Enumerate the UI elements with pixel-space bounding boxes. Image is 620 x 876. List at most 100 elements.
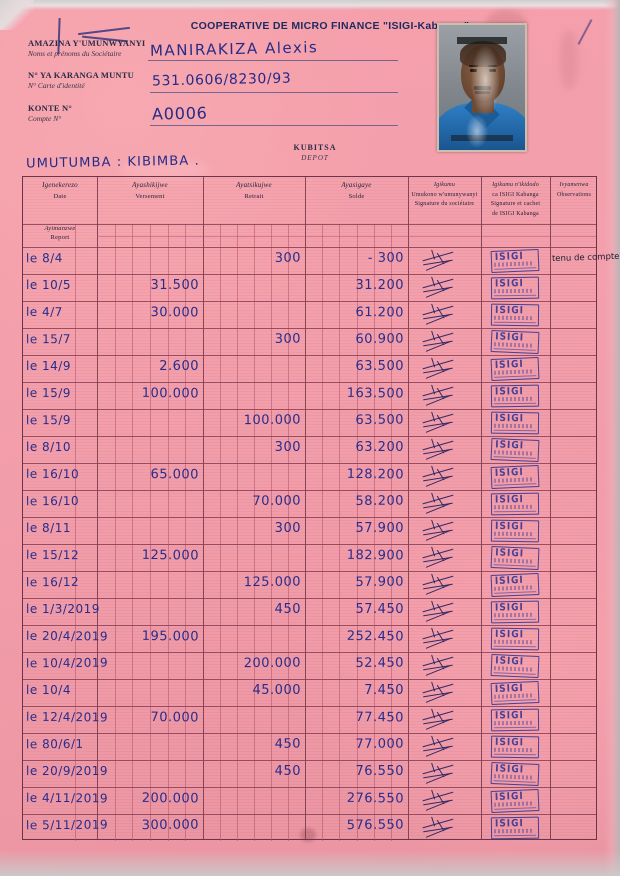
row-separator [23, 625, 596, 626]
field-identity-rule [150, 92, 398, 93]
member-signature [422, 789, 456, 812]
isigi-stamp: ISIGI [490, 654, 540, 679]
cell-0: le 80/6/1 [25, 736, 84, 751]
scan-edge-top [0, 0, 620, 10]
money-grid-line [237, 224, 238, 841]
cell-1: 2.600 [159, 358, 199, 374]
cell-0: le 15/12 [25, 547, 80, 562]
cell-0: le 5/11/2019 [25, 817, 109, 832]
member-signature [422, 303, 456, 326]
member-signature [422, 249, 456, 272]
carry-separator [23, 247, 596, 248]
cell-3: 77.000 [355, 736, 405, 752]
cell-3: 63.500 [355, 412, 405, 428]
cell-2: 100.000 [243, 412, 302, 428]
cell-1: 65.000 [150, 466, 200, 482]
column-separator [305, 177, 307, 839]
cell-3: 31.200 [355, 277, 404, 293]
row-separator [23, 328, 596, 329]
isigi-stamp: ISIGI [490, 411, 540, 435]
money-grid-line [390, 224, 392, 841]
cell-3: 63.200 [355, 439, 404, 455]
isigi-stamp: ISIGI [490, 492, 540, 516]
row-separator [23, 490, 596, 491]
cell-3: 61.200 [355, 304, 405, 320]
column-header-kirundi: Ayatsikujwe [236, 181, 272, 189]
cell-0: le 20/4/2019 [25, 628, 109, 643]
member-signature [422, 411, 456, 434]
pen-stroke [577, 19, 593, 45]
cell-2: 300 [274, 520, 301, 536]
cell-0: le 8/10 [26, 439, 71, 454]
member-signature [422, 276, 456, 299]
cell-2: 300 [274, 331, 302, 347]
cell-1: 195.000 [141, 628, 200, 644]
isigi-stamp: ISIGI [490, 384, 540, 408]
column-header-7: Ivyamenwa Observations [550, 181, 598, 199]
document-title: COOPERATIVE DE MICRO FINANCE "ISIGI-Kaba… [190, 20, 470, 32]
isigi-stamp: ISIGI [490, 438, 540, 463]
cell-0: le 10/4/2019 [25, 655, 109, 670]
row-separator [23, 517, 596, 518]
branch-line-value: UMUTUMBA : KIBIMBA . [25, 153, 200, 172]
column-header-1: Igenekerezo Date [23, 181, 97, 200]
column-header-kirundi: Ayasigaye [341, 181, 372, 189]
isigi-stamp: ISIGI [490, 573, 540, 598]
cell-0: le 14/9 [26, 358, 71, 373]
isigi-stamp: ISIGI [490, 249, 540, 274]
money-grid-line [288, 224, 289, 841]
cell-1: 70.000 [150, 709, 200, 725]
cell-0: le 20/9/2019 [26, 763, 109, 778]
row-separator [23, 409, 596, 410]
row-separator [23, 436, 596, 437]
cell-3: 163.500 [346, 385, 405, 401]
field-name-rule [148, 60, 398, 61]
column-header-kirundi: Igenekerezo [42, 181, 78, 189]
field-account-rule [150, 125, 398, 126]
column-header-french: Solde [348, 193, 365, 200]
cell-0: le 4/11/2019 [25, 790, 109, 805]
money-grid-line [75, 224, 76, 841]
cell-2: 300 [274, 439, 301, 455]
carry-label-french: Report [50, 234, 70, 241]
cell-3: 7.450 [364, 682, 404, 698]
member-signature [422, 708, 456, 731]
cell-0: le 10/4 [26, 682, 71, 697]
money-grid-line [254, 224, 255, 841]
member-signature [422, 546, 456, 569]
field-identity-label-kirundi: N° YA KARANGA MUNTU [28, 70, 134, 80]
row-separator [23, 301, 596, 302]
member-signature [422, 573, 456, 596]
money-grid-line [339, 224, 341, 841]
cell-2: 200.000 [243, 655, 302, 671]
field-name-value: MANIRAKIZA Alexis [149, 38, 319, 60]
column-header-french: Retrait [244, 193, 264, 200]
field-name-label-kirundi: AMAZINA Y'UMUNWYANYI [28, 38, 146, 48]
isigi-stamp: ISIGI [490, 735, 540, 759]
member-signature [422, 762, 456, 785]
field-name-label-french: Noms et prénoms du Sociétaire [28, 49, 122, 58]
column-header-3: Ayatsikujwe Retrait [203, 181, 305, 200]
money-grid-line [271, 224, 272, 841]
cell-0: le 16/10 [25, 466, 80, 481]
column-header-french: ca ISIGI Kabanga [492, 191, 539, 198]
isigi-stamp: ISIGI [490, 681, 540, 706]
row-separator [23, 544, 596, 545]
cell-3: 60.900 [355, 331, 405, 347]
column-header-kirundi: Ayashikijwe [132, 181, 168, 189]
row-separator [23, 706, 596, 707]
member-signature [422, 654, 456, 677]
column-header-french: Signature du sociétaire [414, 201, 475, 207]
cell-2: 450 [274, 601, 301, 617]
cell-3: 77.450 [355, 709, 405, 725]
row-separator [23, 760, 596, 761]
column-separator [550, 177, 552, 839]
isigi-stamp: ISIGI [490, 357, 540, 382]
member-signature [422, 681, 456, 704]
isigi-stamp: ISIGI [490, 330, 540, 355]
cell-3: 276.550 [346, 790, 405, 806]
row-separator [23, 814, 596, 815]
transaction-ledger-table: Igenekerezo Date Ayashikijwe Versement Ayats… [22, 176, 620, 841]
money-grid-line [356, 224, 358, 841]
